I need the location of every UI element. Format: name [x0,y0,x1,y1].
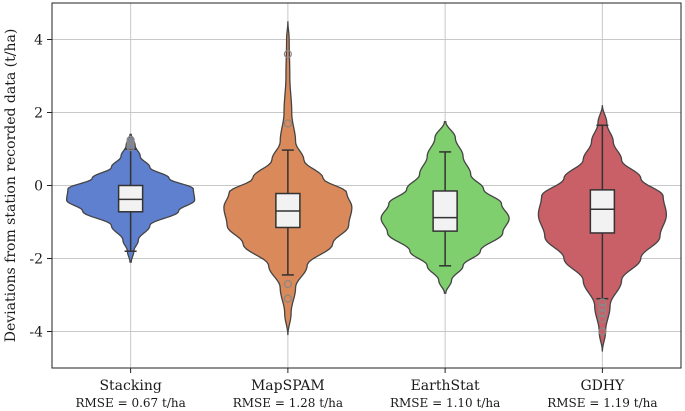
outlier-point [598,298,607,307]
outlier-point [598,309,607,318]
violins [65,21,668,352]
outlier-point [283,294,292,303]
y-tick-label: 0 [34,179,43,195]
y-axis-label: Deviations from station recorded data (t… [3,29,19,343]
x-tick-label: MapSPAM [251,378,325,394]
y-tick-label: -4 [29,325,43,341]
outlier-point [598,327,607,336]
axes: -4 -2 0 2 4 Stacking RMSE = 0.67 t/ha MapSPAM RM… [29,33,657,411]
y-tick-label: -2 [29,252,43,268]
rmse-label: RMSE = 0.67 t/ha [75,396,185,410]
rmse-label: RMSE = 1.19 t/ha [547,396,657,410]
outlier-point [283,279,292,289]
box-iqr [589,189,616,234]
y-tick-label: 2 [34,106,43,122]
x-tick-label: GDHY [580,378,625,394]
x-tick-label: EarthStat [411,378,480,394]
outlier-point [598,303,607,312]
y-tick-label: 4 [34,33,43,49]
rmse-label: RMSE = 1.28 t/ha [233,396,343,410]
box-iqr [432,190,458,232]
outlier-point [283,49,292,59]
outlier-point [126,135,135,144]
violin-mapspam [223,21,353,336]
x-tick-label: Stacking [99,378,161,394]
violin-earthstat [380,120,510,294]
outlier-point [283,119,292,128]
violin-stacking [65,133,196,263]
violin-gdhy [537,105,668,352]
outlier-point [598,314,607,323]
rmse-label: RMSE = 1.10 t/ha [390,396,500,410]
